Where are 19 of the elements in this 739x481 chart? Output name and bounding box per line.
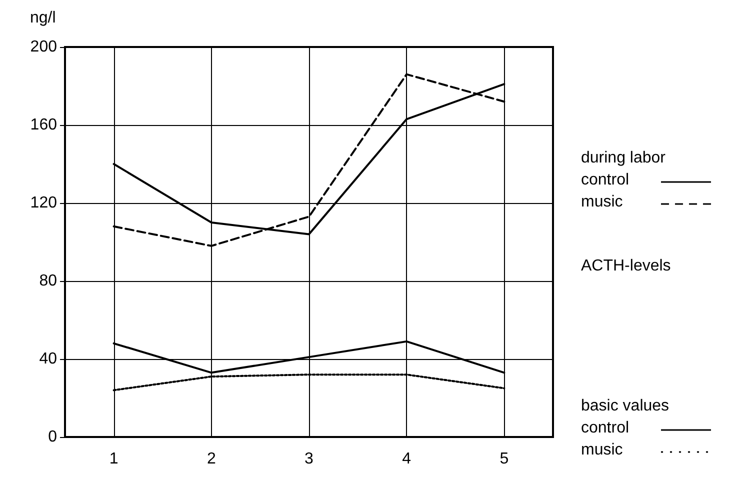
- y-tick-label: 160: [30, 116, 58, 134]
- text: during labor: [581, 150, 666, 166]
- legend-label: music: [581, 194, 623, 210]
- y-tick-label: 200: [30, 38, 58, 56]
- legend-label: control: [581, 420, 630, 436]
- legend-label: music: [581, 442, 623, 458]
- x-tick-label: 1: [109, 450, 118, 468]
- y-tick-label: 120: [30, 194, 58, 212]
- y-tick-label: 80: [39, 272, 58, 290]
- x-tick-label: 2: [206, 450, 216, 468]
- text: basic values: [581, 398, 670, 414]
- x-tick-label: 4: [402, 450, 412, 468]
- y-axis-title: ng/l: [30, 10, 56, 26]
- x-tick-label: 3: [304, 450, 314, 468]
- y-tick-label: 40: [39, 350, 58, 368]
- x-tick-label: 5: [500, 450, 509, 468]
- legend-label: control: [581, 172, 630, 188]
- text: ACTH-levels: [581, 258, 671, 274]
- y-tick-label: 0: [48, 428, 58, 446]
